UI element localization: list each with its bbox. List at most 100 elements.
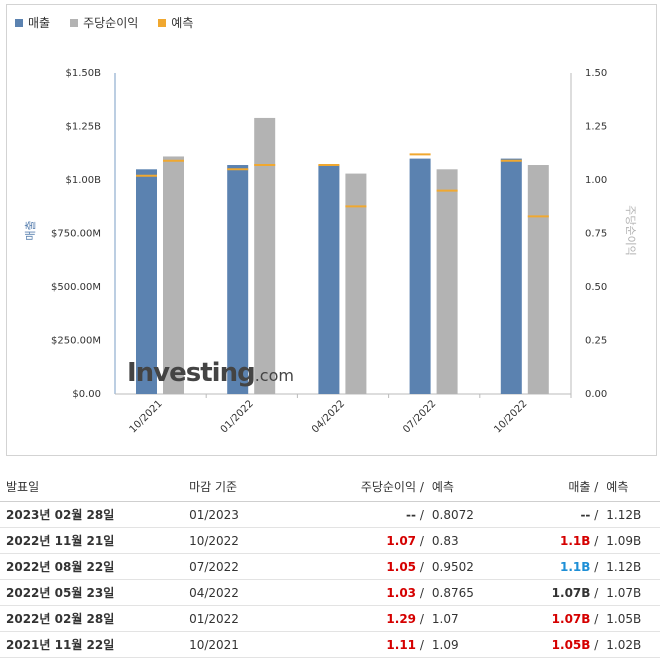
legend-label: 주당순이익 [83,16,139,30]
cell-period-value: 10/2021 [189,637,239,652]
y-tick-right: 0.75 [585,229,607,240]
y-tick-left: $250.00M [51,336,101,347]
y-tick-right: 1.50 [585,68,607,79]
cell-revenue-value: 1.1B [560,559,591,574]
cell-revenue-forecast-value: 1.12B [606,507,642,522]
cell-period-value: 07/2022 [189,559,239,574]
table-header-row: 발표일 마감 기준 주당순이익 / 예측 매출 / 예측 [0,474,660,502]
eps-bar [527,165,549,394]
legend-item-revenue[interactable]: 매출 [15,14,50,31]
cell-revenue-forecast: 1.05B [602,605,660,632]
cell-date-value: 2022년 05월 23일 [6,586,115,600]
cell-eps-forecast: 0.8765 [427,579,506,606]
table-row: 2022년 11월 21일 10/2022 1.07 /0.83 1.1B /1.09… [0,527,660,554]
x-tick-label: 10/2022 [492,398,529,435]
slash: / [594,507,599,522]
cell-eps: 1.05 / [311,553,428,580]
cell-eps-forecast-value: 1.07 [431,611,459,626]
y-tick-left: $0.00 [72,389,101,400]
cell-revenue: 1.07B / [505,605,603,632]
legend-item-eps[interactable]: 주당순이익 [70,14,138,31]
cell-eps-forecast: 1.09 [427,631,506,658]
chart-legend: 매출 주당순이익 예측 [15,14,213,31]
y-tick-left: $1.00B [66,175,102,186]
revenue-bar [136,169,157,394]
slash: / [419,585,424,600]
cell-period-value: 01/2022 [189,611,239,626]
cell-revenue-forecast: 1.02B [602,631,660,658]
cell-eps-value: 1.11 [386,637,417,652]
eps-bar [436,169,458,394]
cell-date-value: 2022년 02월 28일 [6,612,115,626]
header-date[interactable]: 발표일 [0,474,160,502]
cell-eps: 1.03 / [311,579,428,606]
slash: / [419,559,424,574]
cell-period: 01/2022 [159,605,312,632]
cell-period: 10/2022 [159,527,312,554]
watermark-main: Investing [127,358,256,388]
table-body: 2023년 02월 28일 01/2023 -- /0.8072 -- /1.12B 2… [0,501,660,658]
table-row: 2022년 05월 23일 04/2022 1.03 /0.8765 1.07B /1… [0,579,660,606]
cell-period: 04/2022 [159,579,312,606]
cell-revenue-forecast-value: 1.02B [606,637,642,652]
header-period[interactable]: 마감 기준 [159,474,312,502]
table-row: 2022년 08월 22일 07/2022 1.05 /0.9502 1.1B /1.… [0,553,660,580]
revenue-bar [227,165,249,394]
cell-eps: 1.07 / [311,527,428,554]
table-row: 2023년 02월 28일 01/2023 -- /0.8072 -- /1.12B [0,501,660,528]
revenue-bar [500,158,522,394]
cell-revenue-forecast: 1.12B [602,553,660,580]
legend-item-forecast[interactable]: 예측 [158,14,193,31]
cell-period: 10/2021 [159,631,312,658]
slash: / [594,559,599,574]
cell-date: 2022년 11월 21일 [0,527,160,554]
cell-revenue-forecast: 1.09B [602,527,660,554]
header-eps[interactable]: 주당순이익 / [311,474,428,502]
y-tick-left: $750.00M [51,229,101,240]
cell-eps-forecast: 0.8072 [427,501,506,528]
y-tick-right: 0.25 [585,336,607,347]
cell-revenue-value: 1.1B [560,533,591,548]
header-revenue[interactable]: 매출 / [505,474,603,502]
cell-eps-forecast-value: 0.9502 [431,559,474,574]
header-slash: / [419,480,424,494]
slash: / [594,611,599,626]
cell-period-value: 10/2022 [189,533,239,548]
cell-period: 07/2022 [159,553,312,580]
header-eps-label: 주당순이익 [360,480,417,494]
cell-date-value: 2023년 02월 28일 [6,508,115,522]
cell-revenue: 1.05B / [505,631,603,658]
cell-period: 01/2023 [159,501,312,528]
cell-eps-value: -- [406,507,417,522]
cell-date: 2022년 02월 28일 [0,605,160,632]
cell-period-value: 01/2023 [189,507,239,522]
revenue-bar [318,165,340,394]
header-slash: / [594,480,599,494]
header-revenue-forecast[interactable]: 예측 [602,474,660,502]
legend-label: 예측 [171,16,194,30]
cell-revenue: 1.1B / [505,527,603,554]
cell-eps-forecast: 0.9502 [427,553,506,580]
cell-revenue-forecast-value: 1.09B [606,533,642,548]
eps-swatch [70,18,79,27]
cell-revenue-forecast-value: 1.12B [606,559,642,574]
revenue-swatch [15,18,23,27]
earnings-chart-panel: 매출 주당순이익 예측 $0.00 $250.00M $500.00M $750.00… [6,4,657,456]
cell-date: 2021년 11월 22일 [0,631,160,658]
cell-revenue: 1.1B / [505,553,603,580]
slash: / [419,533,424,548]
forecast-swatch [158,18,167,27]
cell-eps-forecast-value: 0.8072 [431,507,474,522]
header-revenue-label: 매출 [568,480,591,494]
header-eps-forecast[interactable]: 예측 [427,474,506,502]
legend-label: 매출 [28,16,51,30]
cell-revenue: -- / [505,501,603,528]
chart-plot: $0.00 $250.00M $500.00M $750.00M $1.00B $1.25… [24,68,637,435]
earnings-table: 발표일 마감 기준 주당순이익 / 예측 매출 / 예측 2023년 02월 2… [0,474,660,658]
cell-period-value: 04/2022 [189,585,239,600]
y-tick-left: $1.50B [66,68,102,79]
slash: / [419,637,424,652]
watermark-suffix: .com [254,366,294,385]
y-axis-title-left: 매출 [24,220,37,240]
revenue-bar [409,158,431,394]
